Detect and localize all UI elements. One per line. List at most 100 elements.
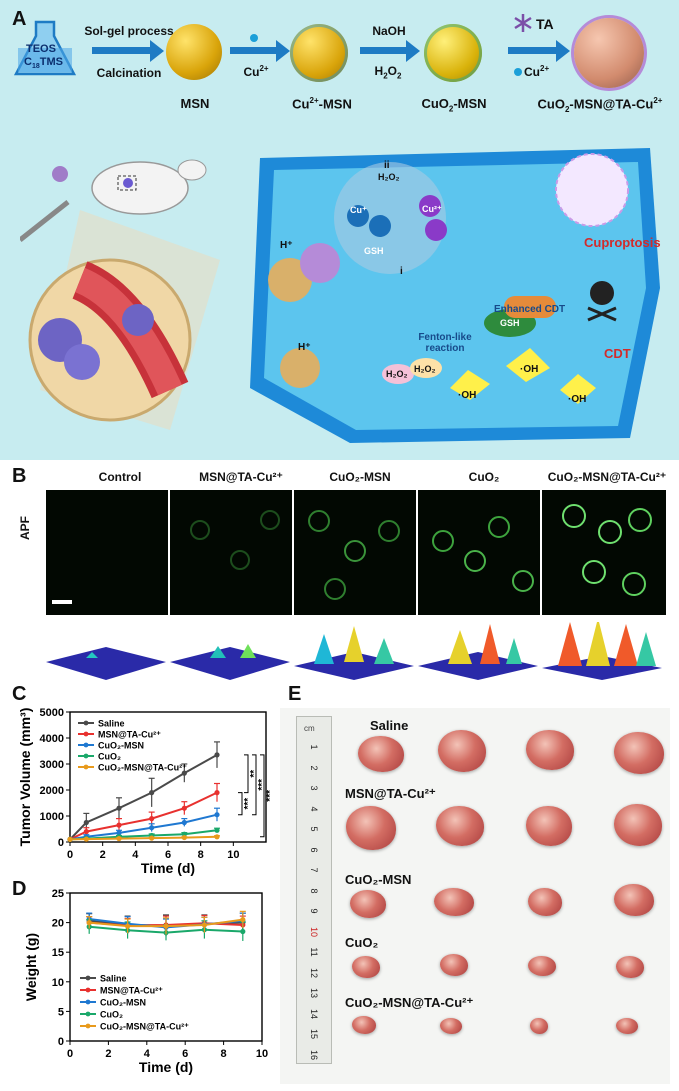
step3-arrow <box>360 47 406 54</box>
y-tick-label: 25 <box>52 888 64 900</box>
legend-marker <box>85 1011 91 1017</box>
cu-ion-label: Cu⁺ <box>350 205 367 215</box>
col-label-cuo2: CuO₂ <box>468 470 500 484</box>
data-point <box>116 830 122 836</box>
fenton-label: Fenton-like reaction <box>418 332 472 354</box>
cu2-ion-dot <box>514 68 522 76</box>
legend-label: CuO₂-MSN <box>98 741 144 751</box>
cuproptosis-label: Cuproptosis <box>584 235 661 250</box>
legend-label: MSN@TA-Cu²⁺ <box>98 730 161 740</box>
oh-radical-label-1: ·OH <box>520 364 539 375</box>
data-point <box>240 928 246 935</box>
group-label-cuo2: CuO₂ <box>345 935 379 950</box>
data-point <box>149 825 155 831</box>
surface-plot-cuo2-msn-ta-cu <box>542 622 662 680</box>
tumor-cuo2-msn-1 <box>350 890 386 918</box>
fluorescence-image-cuo2 <box>418 490 540 615</box>
data-point <box>83 836 89 842</box>
legend-marker <box>83 764 89 770</box>
y-tick-label: 0 <box>58 1036 64 1048</box>
oh-radical-label-2: ·OH <box>458 390 477 401</box>
ruler-number: 12 <box>309 967 319 978</box>
tumor-cuo2-msn-ta-cu-3 <box>530 1018 548 1034</box>
series-line <box>69 791 218 841</box>
ruler-number: 16 <box>309 1049 319 1060</box>
step2-label: Cu2+ <box>243 64 269 79</box>
x-tick-label: 8 <box>198 849 204 861</box>
product-cuo2-msn-label: CuO2-MSN <box>421 96 487 114</box>
x-tick-label: 0 <box>67 849 73 861</box>
y-tick-label: 5000 <box>40 707 64 719</box>
data-point <box>116 836 122 842</box>
h-plus-label-1: H⁺ <box>280 240 293 251</box>
h2o2-label-b: H₂O₂ <box>414 364 436 374</box>
ruler-number: 4 <box>309 805 319 811</box>
panel-c-label: C <box>12 683 27 705</box>
step4-arrow <box>508 47 556 54</box>
x-axis-label: Time (d) <box>141 860 195 876</box>
tumor-cuo2-msn-ta-cu-1 <box>352 1016 376 1034</box>
data-point <box>149 790 155 796</box>
flask-label-teos: TEOS <box>26 43 56 55</box>
x-tick-label: 2 <box>105 1048 111 1060</box>
final-nanoparticle-sphere <box>574 18 644 88</box>
significance-label: *** <box>243 798 254 810</box>
roman-ii-label: ii <box>384 160 390 171</box>
y-tick-label: 2000 <box>40 785 64 797</box>
product-msn-label: MSN <box>180 96 210 111</box>
y-tick-label: 0 <box>58 837 64 849</box>
data-point <box>181 770 187 776</box>
data-point <box>125 923 131 929</box>
significance-label: *** <box>265 790 276 802</box>
step1-top-label: Sol-gel process <box>84 24 174 38</box>
ruler-number: 15 <box>309 1028 319 1039</box>
step4-arrowhead <box>556 40 570 62</box>
legend-marker <box>83 731 89 737</box>
ruler-number: 2 <box>309 764 319 770</box>
fluorescence-image-cuo2-msn-ta-cu <box>542 490 666 615</box>
cu-ion-dot <box>250 34 258 42</box>
data-point <box>163 923 169 929</box>
y-tick-label: 4000 <box>40 733 64 745</box>
group-label-saline: Saline <box>370 718 409 733</box>
data-point <box>149 835 155 841</box>
ruler-number: 5 <box>309 826 319 832</box>
ruler-number: 6 <box>309 846 319 852</box>
data-point <box>181 834 187 841</box>
cdt-label: CDT <box>604 346 631 361</box>
tumor-msn-ta-cu-2 <box>436 806 484 846</box>
surface-plot-control <box>46 647 166 680</box>
data-point <box>149 816 155 822</box>
fluorescence-image-cuo2-msn <box>294 490 416 615</box>
data-point <box>214 834 220 840</box>
roman-i-label: i <box>400 266 403 277</box>
x-tick-label: 10 <box>227 849 239 861</box>
data-point <box>214 827 220 833</box>
data-point <box>214 752 220 758</box>
y-axis-label: Tumor Volume (mm³) <box>17 708 33 847</box>
data-point <box>214 790 220 796</box>
legend-label: Saline <box>98 719 125 729</box>
legend-marker <box>83 720 89 726</box>
tumor-msn-ta-cu-3 <box>526 806 572 846</box>
significance-bracket <box>260 754 265 838</box>
col-label-msn-ta-cu: MSN@TA-Cu²⁺ <box>199 470 283 484</box>
x-tick-label: 2 <box>100 849 106 861</box>
gsh-label-1: GSH <box>364 246 384 256</box>
x-tick-label: 6 <box>182 1048 188 1060</box>
col-label-control: Control <box>98 470 142 484</box>
msn-sphere <box>166 24 222 80</box>
product-cu-msn-label: Cu2+-MSN <box>292 96 352 112</box>
ruler-number: 10 <box>309 926 319 937</box>
product-final-label: CuO2-MSN@TA-Cu2+ <box>537 96 663 114</box>
ta-molecule-icon <box>514 14 532 32</box>
data-point <box>116 805 122 811</box>
ruler-number: 11 <box>309 947 319 957</box>
y-tick-label: 15 <box>52 947 64 959</box>
significance-label: ** <box>249 770 260 778</box>
x-tick-label: 6 <box>165 849 171 861</box>
legend-marker <box>85 999 91 1005</box>
legend-marker <box>85 1023 91 1029</box>
significance-bracket <box>244 754 249 794</box>
body-weight-chart: 0 5 10 15 20 25 0 2 4 6 8 10 Time (d) Weight (g) Salin… <box>23 888 268 1075</box>
